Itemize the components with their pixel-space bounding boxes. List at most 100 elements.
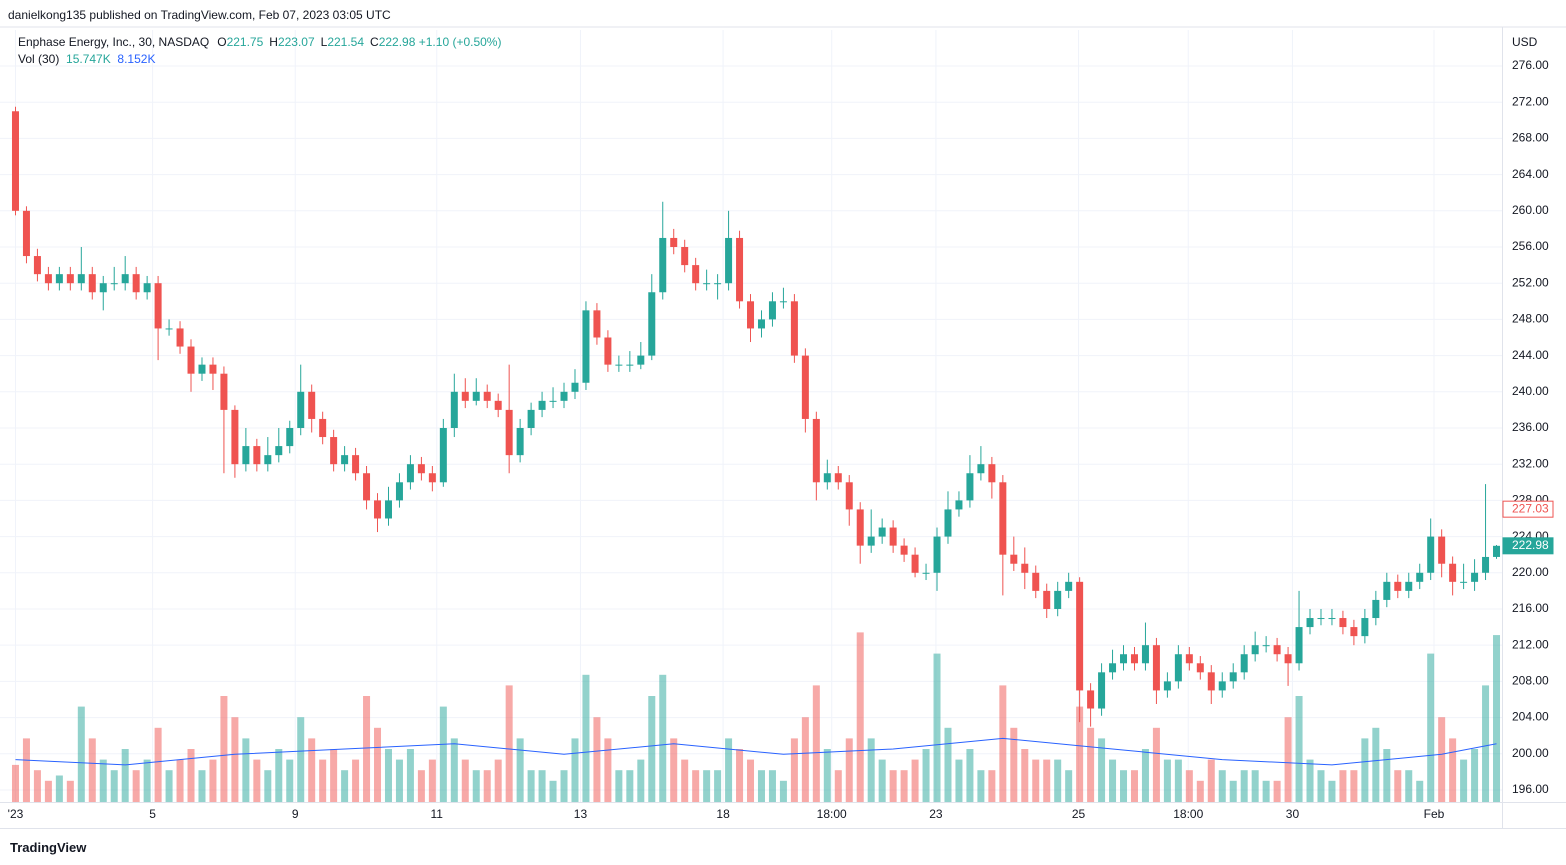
volume-bar bbox=[626, 770, 634, 802]
volume-bar bbox=[1043, 759, 1051, 802]
volume-bar bbox=[1141, 749, 1149, 802]
candle-body bbox=[55, 274, 63, 284]
volume-bar bbox=[812, 685, 820, 802]
candle-body bbox=[209, 364, 217, 374]
y-tick-label: 204.00 bbox=[1512, 710, 1549, 724]
candle-body bbox=[1427, 536, 1435, 573]
candle-body bbox=[1460, 581, 1468, 583]
volume-bar bbox=[516, 738, 524, 802]
volume-bar bbox=[253, 759, 261, 802]
y-tick-label: 212.00 bbox=[1512, 637, 1549, 651]
candle-body bbox=[615, 364, 623, 366]
volume-bar bbox=[604, 738, 612, 802]
volume-bar bbox=[1460, 759, 1468, 802]
volume-bar bbox=[637, 759, 645, 802]
x-tick-label: Feb bbox=[1424, 807, 1445, 821]
candle-body bbox=[790, 301, 798, 356]
candle-body bbox=[549, 400, 557, 402]
candle-body bbox=[363, 473, 371, 501]
candle-body bbox=[736, 237, 744, 302]
ohlc-legend: O221.75 H223.07 L221.54 C222.98 bbox=[209, 35, 415, 49]
y-tick-label: 208.00 bbox=[1512, 674, 1549, 688]
volume-bar bbox=[1416, 780, 1424, 802]
volume-bar bbox=[319, 759, 327, 802]
volume-bar bbox=[66, 780, 74, 802]
volume-bar bbox=[1471, 749, 1479, 802]
candle-body bbox=[297, 391, 305, 428]
candle-body bbox=[845, 482, 853, 510]
candle-body bbox=[1109, 663, 1117, 673]
brand[interactable]: TradingView bbox=[10, 840, 86, 855]
volume-bar bbox=[494, 759, 502, 802]
volume-bar bbox=[428, 759, 436, 802]
volume-bar bbox=[1120, 770, 1128, 802]
volume-bar bbox=[330, 749, 338, 802]
volume-bar bbox=[461, 759, 469, 802]
candle-body bbox=[988, 464, 996, 483]
x-tick-label: 18:00 bbox=[817, 807, 847, 821]
x-tick-label: 18 bbox=[716, 807, 730, 821]
candle-body bbox=[319, 418, 327, 438]
ohlc-key: L bbox=[320, 35, 328, 49]
candle-body bbox=[1438, 536, 1446, 564]
ohlc-item: O221.75 bbox=[217, 35, 263, 49]
price-tag bbox=[1502, 500, 1554, 518]
candle-body bbox=[637, 355, 645, 365]
candle-body bbox=[1065, 581, 1073, 591]
volume-bar bbox=[1284, 717, 1292, 802]
volume-bar bbox=[1405, 770, 1413, 802]
volume-bar bbox=[681, 759, 689, 802]
ohlc-key: C bbox=[370, 35, 379, 49]
y-tick-label: 236.00 bbox=[1512, 420, 1549, 434]
candle-body bbox=[132, 274, 140, 293]
candle-body bbox=[1361, 618, 1369, 637]
volume-bar bbox=[242, 738, 250, 802]
volume-bar bbox=[406, 749, 414, 802]
volume-bar bbox=[1087, 727, 1095, 802]
candle-body bbox=[867, 536, 875, 546]
candle-body bbox=[154, 283, 162, 329]
candle-body bbox=[922, 572, 930, 574]
volume-bar bbox=[1339, 770, 1347, 802]
volume-bar bbox=[1306, 759, 1314, 802]
volume-bar bbox=[615, 770, 623, 802]
candle-body bbox=[955, 500, 963, 510]
candle-body bbox=[1273, 645, 1281, 655]
x-tick-label: 23 bbox=[929, 807, 943, 821]
volume-bar bbox=[220, 696, 228, 802]
volume-bar bbox=[1295, 696, 1303, 802]
vol-legend: Vol (30) 15.747K 8.152K bbox=[18, 52, 155, 66]
volume-bar bbox=[900, 770, 908, 802]
volume-bar bbox=[714, 770, 722, 802]
y-tick-label: 220.00 bbox=[1512, 565, 1549, 579]
volume-bar bbox=[1229, 780, 1237, 802]
volume-bar bbox=[1328, 780, 1336, 802]
volume-bar bbox=[1273, 780, 1281, 802]
volume-bar bbox=[1196, 780, 1204, 802]
ohlc-value: 221.75 bbox=[226, 35, 264, 49]
volume-bar bbox=[1251, 770, 1259, 802]
candle-body bbox=[801, 355, 809, 419]
y-tick-label: 244.00 bbox=[1512, 348, 1549, 362]
candle-body bbox=[308, 391, 316, 419]
volume-bar bbox=[878, 759, 886, 802]
volume-bar bbox=[1493, 635, 1501, 802]
volume-bar bbox=[1032, 759, 1040, 802]
volume-bar bbox=[944, 727, 952, 802]
candle-body bbox=[1449, 563, 1457, 582]
volume-bar bbox=[889, 770, 897, 802]
y-tick-label: 268.00 bbox=[1512, 131, 1549, 145]
volume-bar bbox=[1427, 653, 1435, 802]
candle-body bbox=[494, 400, 502, 410]
volume-bar bbox=[703, 770, 711, 802]
candle-body bbox=[878, 527, 886, 537]
candle-body bbox=[1317, 618, 1325, 620]
volume-bar bbox=[44, 780, 52, 802]
candle-body bbox=[757, 319, 765, 329]
y-tick-label: 260.00 bbox=[1512, 203, 1549, 217]
volume-bar bbox=[439, 706, 447, 802]
candle-body bbox=[856, 509, 864, 546]
volume-bar bbox=[593, 717, 601, 802]
volume-bar bbox=[450, 738, 458, 802]
